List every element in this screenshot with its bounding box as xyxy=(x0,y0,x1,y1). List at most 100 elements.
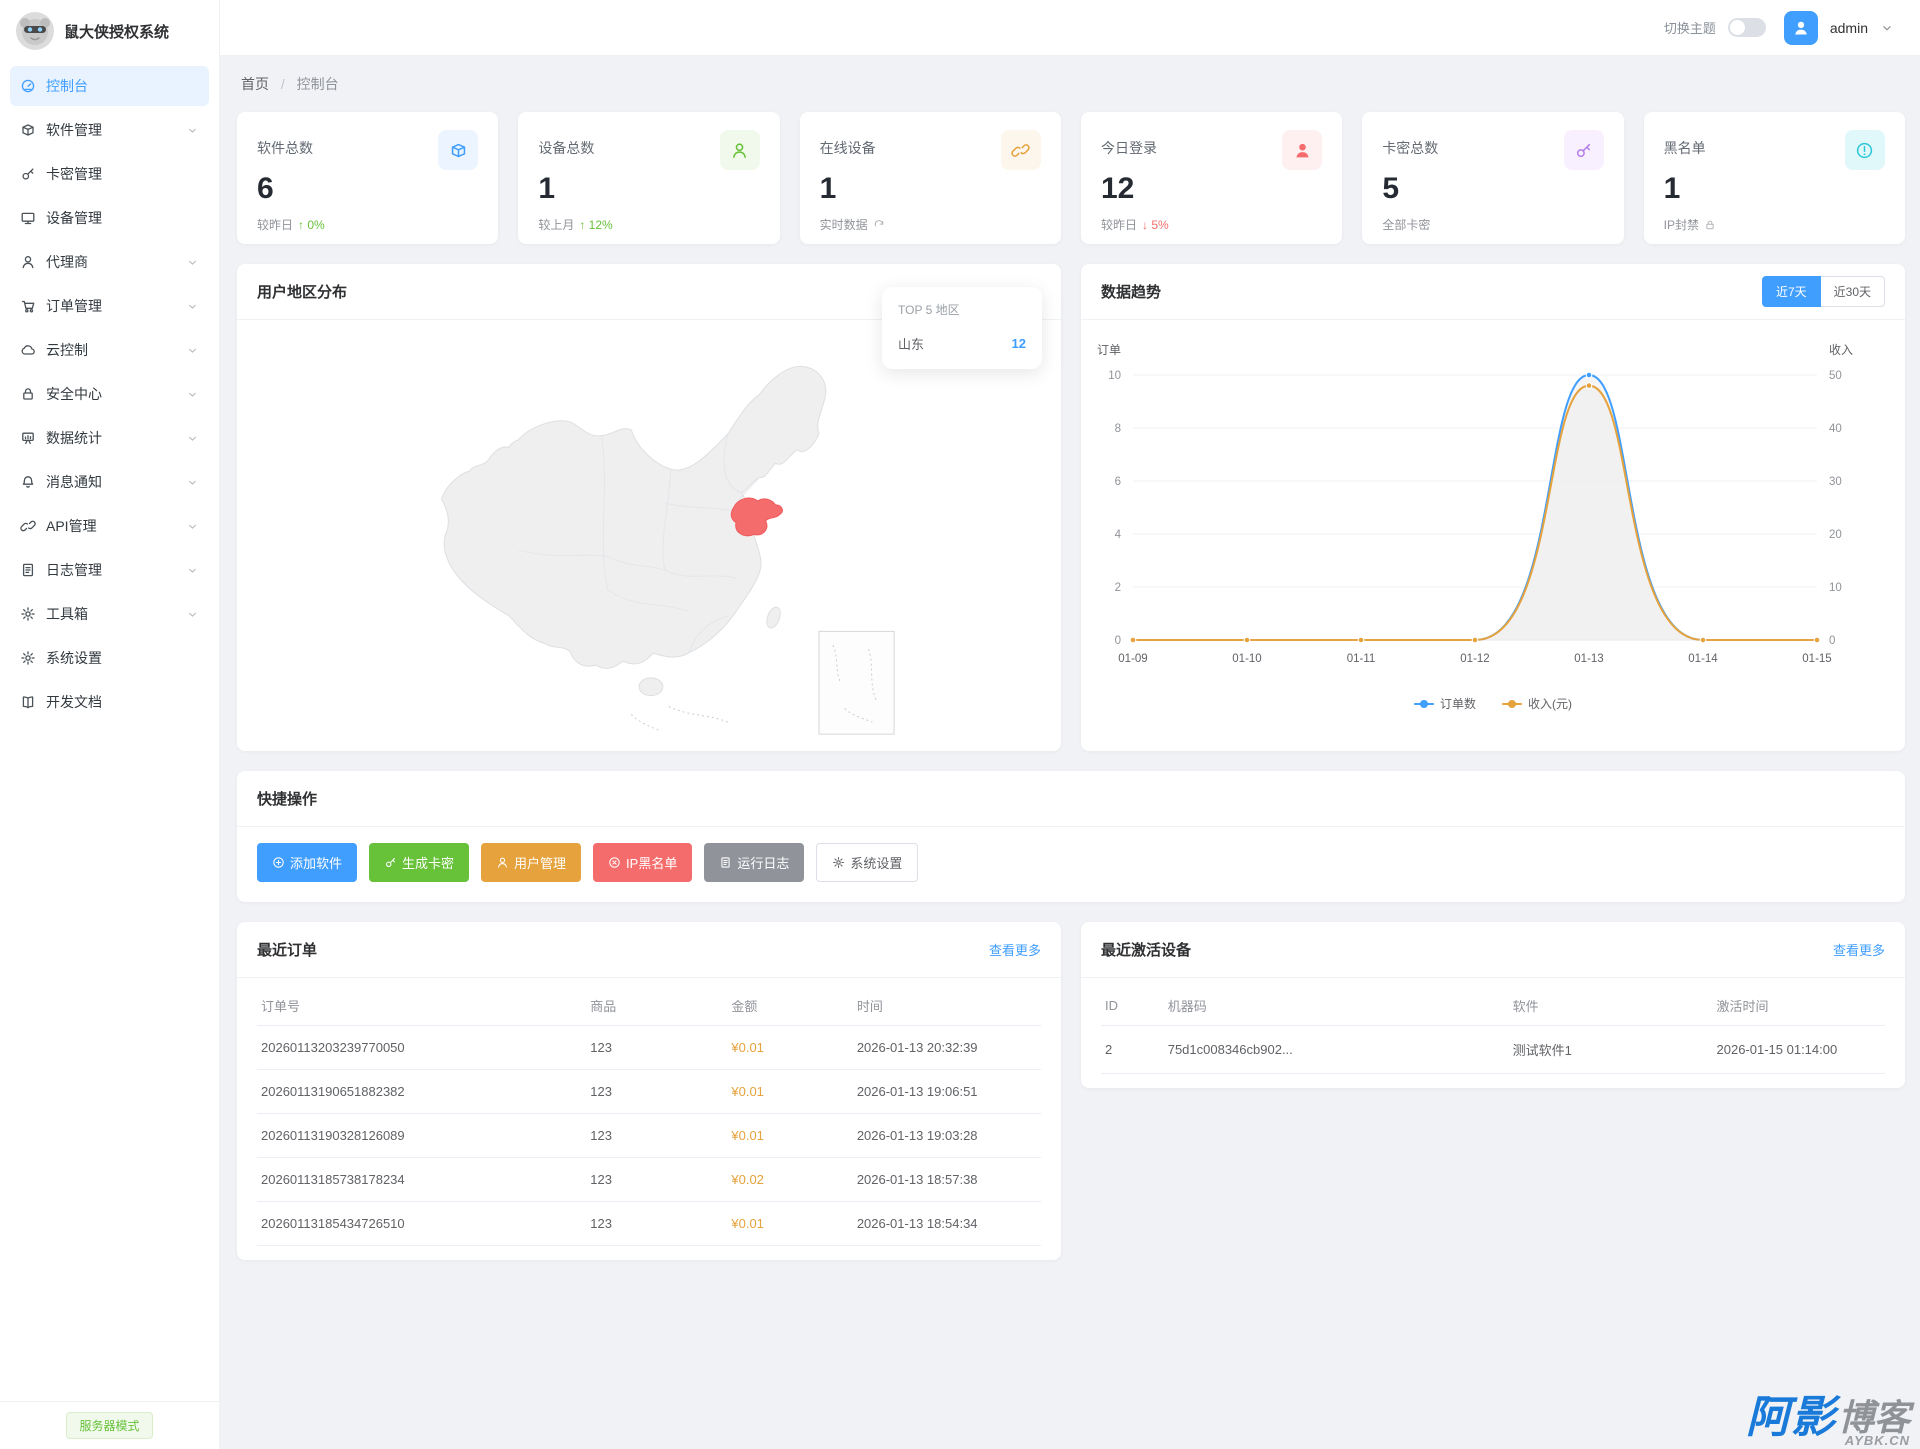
quick-actions-title: 快捷操作 xyxy=(257,791,318,808)
quick-action-button[interactable]: 运行日志 xyxy=(704,843,805,882)
table-cell: 20260113190328126089 xyxy=(257,1113,587,1158)
stat-card: 黑名单 1 IP封禁 xyxy=(1643,112,1905,244)
chart-card-header: 数据趋势 近7天 近30天 xyxy=(1081,264,1905,320)
stat-value: 12 xyxy=(1100,172,1135,205)
sidebar-item[interactable]: 系统设置 xyxy=(10,638,209,678)
svg-text:4: 4 xyxy=(1115,529,1122,541)
quick-action-button[interactable]: 生成卡密 xyxy=(369,843,470,882)
table-cell: 测试软件1 xyxy=(1508,1025,1713,1074)
stat-value: 1 xyxy=(538,172,556,205)
table-cell: 20260113203239770050 xyxy=(257,1025,587,1070)
lock-icon xyxy=(23,388,33,400)
breadcrumb-home[interactable]: 首页 xyxy=(241,76,269,92)
stat-label: 卡密总数 xyxy=(1382,140,1439,156)
sidebar-item-label: API管理 xyxy=(46,518,97,534)
dashboard-icon xyxy=(21,79,35,93)
sidebar-item[interactable]: 软件管理 xyxy=(10,110,209,150)
svg-text:收入: 收入 xyxy=(1829,343,1853,357)
sidebar-item-label: 工具箱 xyxy=(46,606,88,622)
range-button[interactable]: 近30天 xyxy=(1820,276,1885,307)
top-regions-title: TOP 5 地区 xyxy=(898,303,960,317)
warning-icon xyxy=(1857,142,1873,158)
sidebar-item[interactable]: API管理 xyxy=(10,506,209,546)
sidebar-item-label: 日志管理 xyxy=(46,562,102,578)
key-icon xyxy=(22,168,34,180)
quick-action-button[interactable]: 用户管理 xyxy=(481,843,582,882)
china-map xyxy=(440,365,895,735)
chevron-down-icon xyxy=(189,436,196,441)
sidebar-item[interactable]: 开发文档 xyxy=(10,682,209,722)
sidebar-item[interactable]: 工具箱 xyxy=(10,594,209,634)
trend-up: ↑ 12% xyxy=(579,217,613,232)
table-cell: ¥0.02 xyxy=(727,1157,853,1202)
stat-value: 1 xyxy=(819,172,837,205)
svg-text:10: 10 xyxy=(1108,370,1121,382)
table-cell: ¥0.01 xyxy=(727,1069,853,1114)
theme-toggle-label: 切换主题 xyxy=(1663,21,1716,36)
sidebar-item[interactable]: 控制台 xyxy=(10,66,209,106)
sidebar-item[interactable]: 云控制 xyxy=(10,330,209,370)
legend-item[interactable]: 订单数 xyxy=(1413,695,1476,712)
sidebar-item[interactable]: 卡密管理 xyxy=(10,154,209,194)
user-avatar[interactable] xyxy=(1783,10,1818,45)
quick-action-button[interactable]: IP黑名单 xyxy=(593,843,693,882)
legend-item[interactable]: 收入(元) xyxy=(1502,695,1572,712)
range-button[interactable]: 近7天 xyxy=(1761,276,1821,307)
username[interactable]: admin xyxy=(1829,19,1868,36)
table-cell: 123 xyxy=(586,1157,728,1202)
chevron-down-icon xyxy=(189,348,196,353)
svg-text:20: 20 xyxy=(1829,529,1842,541)
top-region-row: 山东 12 xyxy=(898,334,1026,353)
devices-more-link[interactable]: 查看更多 xyxy=(1832,943,1885,958)
stat-footer: 实时数据 xyxy=(820,216,1041,233)
quick-action-label: 生成卡密 xyxy=(402,856,455,871)
table-cell: 75d1c008346cb902... xyxy=(1163,1025,1509,1074)
table-cell: 2026-01-13 18:54:34 xyxy=(852,1201,1041,1246)
sidebar-item[interactable]: 安全中心 xyxy=(10,374,209,414)
quick-action-label: 运行日志 xyxy=(737,856,790,871)
table-cell: 2026-01-15 01:14:00 xyxy=(1712,1025,1885,1074)
svg-text:01-14: 01-14 xyxy=(1688,653,1718,665)
column-header: ID xyxy=(1101,984,1164,1026)
sidebar-item[interactable]: 订单管理 xyxy=(10,286,209,326)
chart-icon xyxy=(22,432,34,445)
map-region-shandong[interactable] xyxy=(730,497,783,536)
stat-footer: 全部卡密 xyxy=(1382,218,1431,232)
svg-text:8: 8 xyxy=(1115,423,1121,435)
orders-card-header: 最近订单 查看更多 xyxy=(237,922,1061,978)
legend-label: 收入(元) xyxy=(1528,697,1572,711)
devices-card-header: 最近激活设备 查看更多 xyxy=(1081,922,1905,978)
quick-actions-card: 快捷操作 添加软件 生成卡密 用户管理 IP黑名单 运行日志 系统设置 xyxy=(237,771,1905,902)
lock-icon xyxy=(1706,220,1714,229)
svg-text:01-13: 01-13 xyxy=(1574,653,1603,665)
header: 切换主题 admin xyxy=(220,0,1920,56)
tables-row: 最近订单 查看更多 订单号 商品 金额 时间 20260113203239770050… xyxy=(237,922,1905,1280)
chevron-down-icon xyxy=(189,392,196,397)
svg-text:01-11: 01-11 xyxy=(1347,653,1376,665)
column-header: 机器码 xyxy=(1163,984,1509,1026)
svg-text:订单: 订单 xyxy=(1097,343,1121,357)
theme-toggle-switch[interactable] xyxy=(1727,18,1766,37)
sidebar-item[interactable]: 消息通知 xyxy=(10,462,209,502)
chevron-down-icon xyxy=(189,260,196,265)
sidebar-item-label: 控制台 xyxy=(46,78,88,94)
orders-more-link[interactable]: 查看更多 xyxy=(988,943,1041,958)
devices-table: ID 机器码 软件 激活时间 2 75d1c008346cb902... 测试软件1 202… xyxy=(1101,984,1885,1074)
sidebar: 鼠大侠授权系统 控制台 软件管理 卡密管理 设备管理 代理商 订单管理 云控制 安全中心 数据统… xyxy=(0,0,220,1449)
devices-card-title: 最近激活设备 xyxy=(1101,942,1192,959)
table-row: 20260113185738178234 123 ¥0.02 2026-01-13 1… xyxy=(257,1157,1041,1202)
app-logo-icon xyxy=(16,12,54,50)
quick-action-button[interactable]: 添加软件 xyxy=(257,843,358,882)
table-cell: 123 xyxy=(586,1113,728,1158)
recent-devices-card: 最近激活设备 查看更多 ID 机器码 软件 激活时间 2 75d1c008346cb90… xyxy=(1081,922,1905,1088)
sidebar-item-label: 开发文档 xyxy=(46,694,102,710)
sidebar-menu: 控制台软件管理 卡密管理 设备管理 代理商 订单管理 云控制 安全中心 数据统计 消息通知 API… xyxy=(0,62,219,730)
chevron-down-icon[interactable] xyxy=(1880,21,1894,35)
sidebar-item[interactable]: 数据统计 xyxy=(10,418,209,458)
sidebar-item[interactable]: 代理商 xyxy=(10,242,209,282)
sidebar-item[interactable]: 日志管理 xyxy=(10,550,209,590)
watermark-main-blue: 阿影 xyxy=(1745,1393,1836,1442)
quick-action-button[interactable]: 系统设置 xyxy=(816,843,919,882)
sidebar-item[interactable]: 设备管理 xyxy=(10,198,209,238)
refresh-icon xyxy=(874,219,883,227)
